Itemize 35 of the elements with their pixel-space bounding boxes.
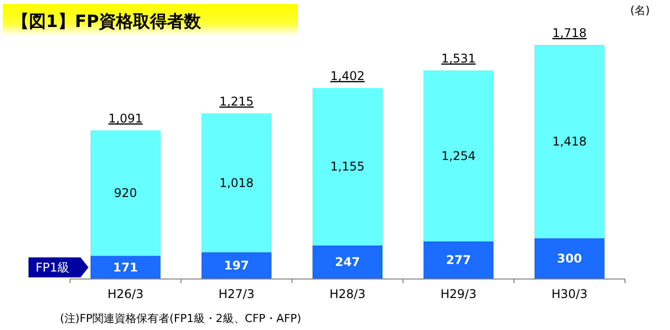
- total-label: 1,091: [108, 111, 143, 126]
- bar: [424, 70, 494, 242]
- x-tick-label: H28/3: [330, 287, 366, 301]
- data-label: 1,254: [441, 148, 476, 163]
- bar: [202, 252, 272, 279]
- bar: [202, 114, 272, 252]
- data-label: 300: [556, 252, 582, 266]
- total-label: 1,402: [330, 69, 365, 84]
- data-label: 277: [446, 253, 472, 268]
- bar: [424, 241, 494, 279]
- x-tick-label: H27/3: [218, 287, 254, 301]
- x-tick-label: H29/3: [440, 287, 476, 301]
- x-tick-label: H30/3: [552, 287, 588, 301]
- text: (注)FP関連資格保有者(FP1級・2級、CFP・AFP): [60, 312, 302, 325]
- bar: [90, 130, 160, 256]
- bar: [312, 245, 382, 279]
- data-label: 1,155: [330, 160, 365, 174]
- data-label: 171: [112, 260, 138, 274]
- bar: [534, 238, 604, 279]
- series-tag: FP1級: [28, 257, 88, 278]
- x-tick-label: H26/3: [108, 287, 144, 301]
- chart-title: 【図1】FP資格取得者数: [12, 12, 202, 32]
- total-label: 1,215: [219, 94, 254, 109]
- bar: [90, 256, 160, 279]
- y-axis-title: (名): [630, 4, 650, 17]
- series-label: FP1級: [36, 260, 70, 274]
- data-label: 1,018: [219, 176, 254, 190]
- data-label: 1,418: [552, 134, 587, 149]
- data-label: 197: [224, 258, 250, 273]
- total-label: 1,718: [552, 26, 587, 40]
- data-label: 247: [334, 255, 360, 270]
- data-label: 920: [114, 186, 137, 200]
- bar: [534, 45, 604, 238]
- bar: [312, 88, 382, 246]
- total-label: 1,531: [441, 51, 476, 66]
